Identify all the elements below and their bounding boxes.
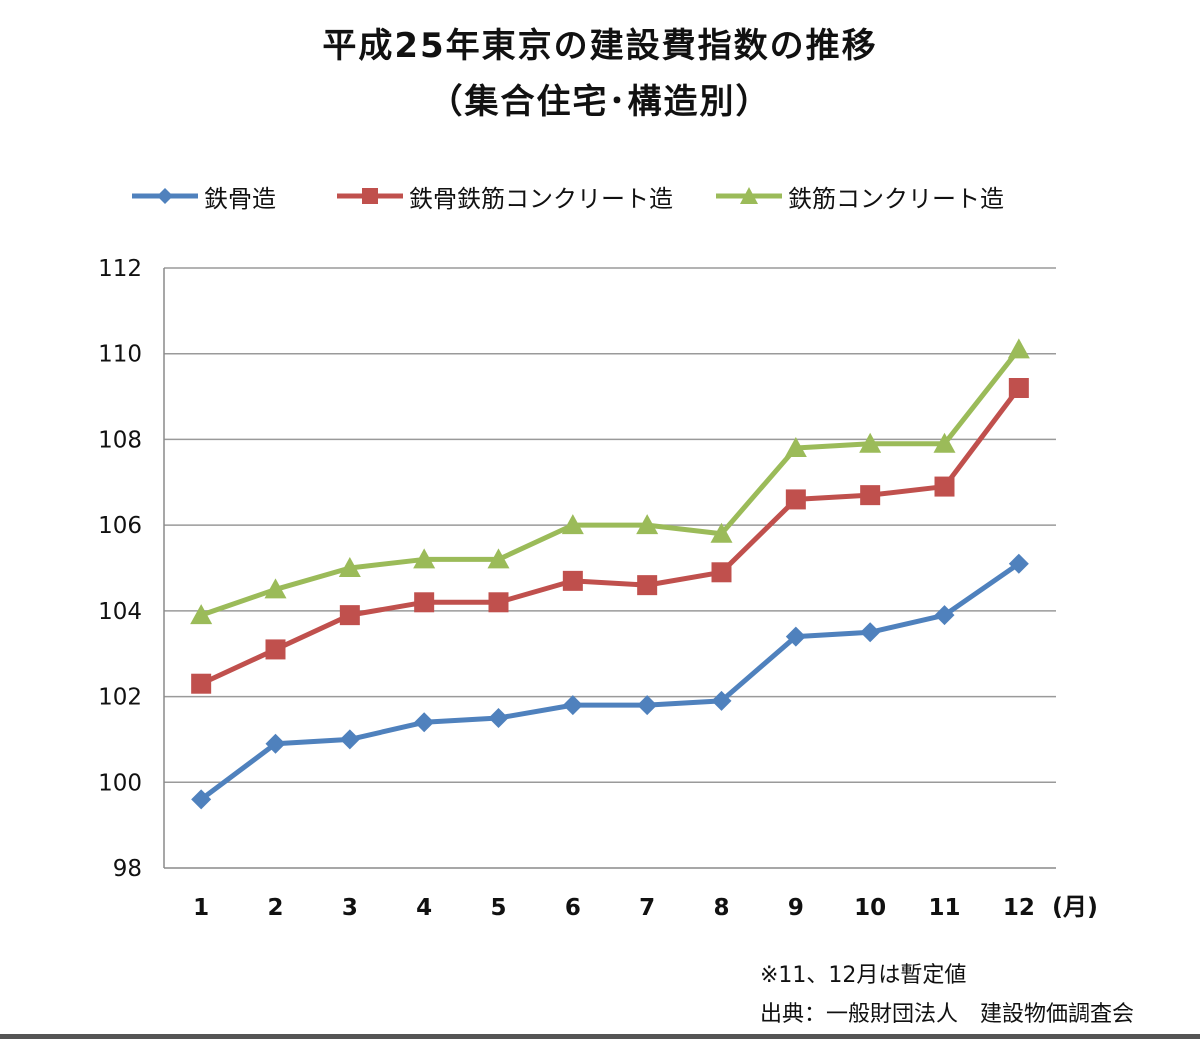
chart-title: 平成25年東京の建設費指数の推移 (322, 26, 878, 66)
data-point (785, 489, 806, 510)
data-point (637, 575, 658, 596)
data-point (265, 639, 286, 660)
x-tick-label: 3 (342, 895, 358, 921)
data-point (859, 432, 882, 453)
data-point (1007, 338, 1030, 359)
data-point (488, 708, 509, 728)
data-point (264, 578, 287, 599)
legend-item-rc: 鉄筋コンクリート造 (714, 176, 1004, 216)
chart-subtitle: （集合住宅･構造別） (428, 82, 772, 122)
data-point (1008, 553, 1029, 574)
x-tick-label: 2 (267, 895, 283, 921)
y-tick-label: 112 (98, 256, 142, 282)
y-tick-label: 102 (98, 685, 142, 711)
data-point (191, 673, 212, 694)
data-point (338, 557, 361, 577)
chart-legend: 鉄骨造 鉄骨鉄筋コンクリート造 鉄筋コンクリート造 (130, 176, 1130, 216)
x-tick-label: 11 (928, 895, 960, 921)
data-point (562, 695, 583, 716)
legend-marker-square-icon (337, 188, 403, 204)
legend-label: 鉄骨造 (204, 184, 276, 213)
data-point (561, 514, 584, 535)
x-tick-label: 10 (854, 895, 886, 921)
x-tick-label: 8 (713, 895, 729, 921)
data-point (413, 548, 436, 569)
data-point (339, 729, 360, 750)
x-tick-label: 6 (565, 895, 581, 921)
y-tick-label: 100 (98, 770, 142, 796)
data-point (637, 695, 658, 716)
x-tick-label: 1 (193, 895, 209, 921)
data-point (414, 712, 435, 733)
data-point (562, 570, 583, 591)
data-point (710, 522, 733, 543)
data-point (414, 592, 435, 613)
x-tick-label: 5 (490, 895, 506, 921)
x-tick-label: 12 (1003, 895, 1035, 921)
y-tick-label: 104 (98, 599, 142, 625)
data-point (488, 592, 509, 613)
data-point (487, 548, 510, 569)
x-tick-label: 7 (639, 895, 655, 921)
data-point (190, 604, 213, 625)
data-point (636, 514, 659, 535)
legend-marker-diamond-icon (132, 188, 198, 204)
series-line (199, 561, 1021, 802)
data-point (711, 690, 732, 711)
x-tick-label: 9 (788, 895, 804, 921)
data-point (934, 476, 955, 497)
data-point (933, 432, 956, 453)
data-point (860, 485, 881, 506)
provisional-note: ※11、12月は暫定値 (760, 963, 967, 988)
y-tick-label: 98 (113, 856, 142, 882)
y-tick-label: 110 (98, 342, 142, 368)
data-point (191, 789, 212, 810)
x-tick-label: 4 (416, 895, 432, 921)
data-point (1008, 378, 1029, 398)
data-point (339, 605, 360, 626)
data-point (860, 622, 881, 643)
source-note: 出典：一般財団法人 建設物価調査会 (760, 1002, 1135, 1027)
data-point (784, 437, 807, 457)
y-tick-label: 108 (98, 427, 142, 453)
series-line (200, 386, 1021, 686)
data-point (785, 626, 806, 647)
legend-marker-triangle-icon (716, 187, 782, 204)
legend-label: 鉄骨鉄筋コンクリート造 (409, 184, 673, 213)
x-axis-unit: (月) (1052, 893, 1098, 921)
legend-item-steel: 鉄骨造 (130, 176, 276, 216)
data-point (711, 562, 732, 583)
series-line (200, 347, 1021, 618)
legend-label: 鉄筋コンクリート造 (788, 184, 1004, 213)
data-point (934, 605, 955, 626)
data-point (265, 733, 286, 754)
bottom-border (0, 1034, 1200, 1039)
legend-item-src: 鉄骨鉄筋コンクリート造 (335, 176, 673, 216)
y-tick-label: 106 (98, 513, 142, 539)
